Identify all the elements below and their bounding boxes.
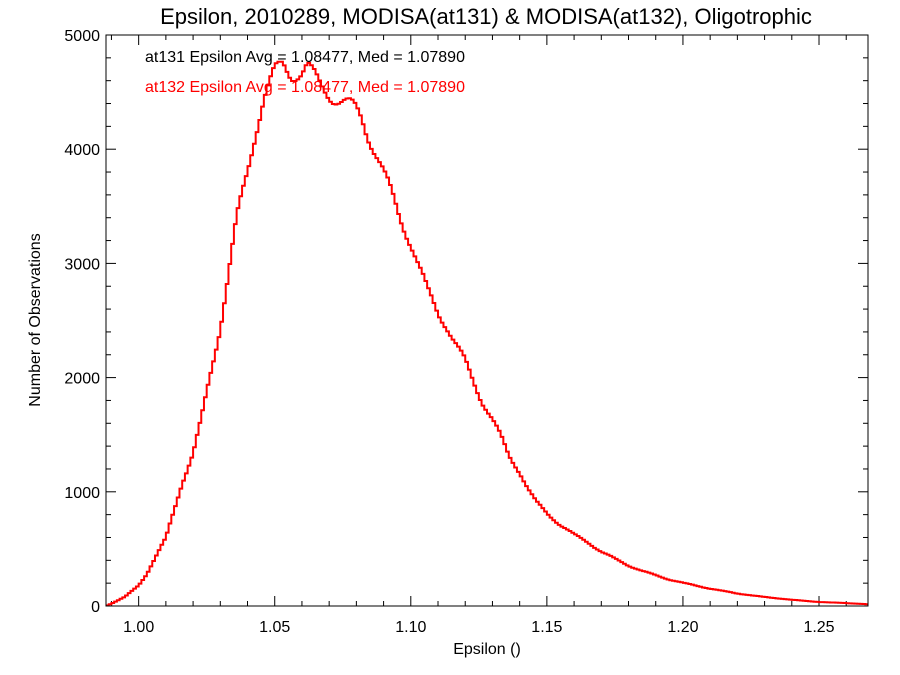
x-tick-label: 1.05 — [259, 619, 290, 636]
plot-frame — [105, 34, 869, 607]
x-axis-label: Epsilon () — [453, 641, 521, 658]
histogram-series-at132 — [106, 60, 868, 607]
y-tick-label: 4000 — [64, 142, 100, 159]
x-tick-label: 1.10 — [395, 619, 426, 636]
annotation-at131: at131 Epsilon Avg = 1.08477, Med = 1.078… — [145, 49, 465, 66]
x-tick-label: 1.20 — [667, 619, 698, 636]
y-axis-label: Number of Observations — [27, 233, 44, 406]
annotation-at132: at132 Epsilon Avg = 1.08477, Med = 1.078… — [145, 79, 465, 96]
y-tick-label: 1000 — [64, 485, 100, 502]
chart-title: Epsilon, 2010289, MODISA(at131) & MODISA… — [160, 4, 812, 29]
x-tick-label: 1.25 — [803, 619, 834, 636]
y-tick-label: 5000 — [64, 28, 100, 45]
y-tick-label: 0 — [91, 599, 100, 616]
y-tick-label: 2000 — [64, 371, 100, 388]
x-tick-label: 1.00 — [123, 619, 154, 636]
x-tick-label: 1.15 — [531, 619, 562, 636]
y-tick-label: 3000 — [64, 256, 100, 273]
plot-area — [106, 60, 868, 607]
